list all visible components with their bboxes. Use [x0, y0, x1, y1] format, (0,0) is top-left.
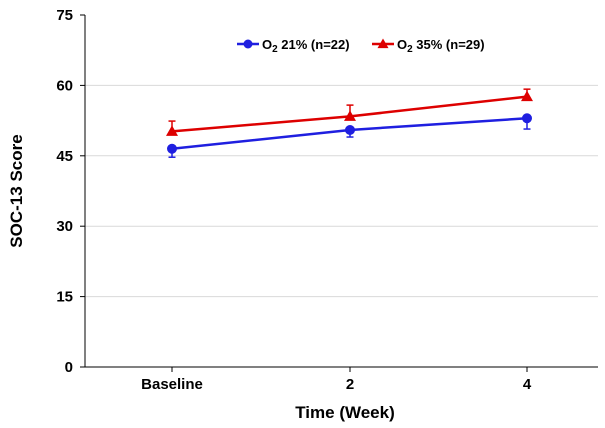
legend-label-main: O: [262, 37, 272, 52]
y-tick-label: 30: [56, 218, 73, 235]
x-axis-title: Time (Week): [295, 403, 395, 422]
legend: O2 21% (n=22) O2 35% (n=29): [237, 37, 485, 55]
legend-label-subscript: 2: [272, 44, 278, 55]
x-tick-label: 2: [346, 376, 354, 393]
data-point: [521, 90, 533, 102]
data-point: [167, 143, 177, 154]
y-tick-label: 75: [56, 7, 73, 24]
legend-label-subscript: 2: [407, 44, 413, 55]
legend-label-rest: 21% (n=22): [278, 37, 350, 52]
legend-item-2: O2 35% (n=29): [372, 37, 485, 55]
y-tick-label: 0: [65, 359, 73, 376]
legend-marker: [377, 38, 389, 49]
x-tick-labels: Baseline 2 4: [141, 367, 532, 393]
x-tick-label: Baseline: [141, 376, 203, 393]
data-point: [522, 113, 532, 124]
y-tick-label: 15: [56, 289, 73, 306]
legend-marker: [243, 39, 253, 49]
legend-label: O2 35% (n=29): [397, 37, 485, 55]
y-axis-title: SOC-13 Score: [7, 134, 26, 247]
legend-label-main: O: [397, 37, 407, 52]
series-layer: [166, 88, 533, 158]
legend-item-1: O2 21% (n=22): [237, 37, 350, 55]
y-tick-label: 45: [56, 148, 73, 165]
series-2: [166, 88, 533, 136]
gridlines: [85, 84, 598, 298]
axes: [84, 15, 598, 368]
x-tick-label: 4: [523, 376, 532, 393]
data-point: [345, 124, 355, 135]
legend-label-rest: 35% (n=29): [413, 37, 485, 52]
series-1: [167, 113, 532, 158]
y-tick-labels: 0 15 30 45 60 75: [56, 7, 85, 376]
y-tick-label: 60: [56, 77, 73, 94]
data-point: [344, 110, 356, 121]
legend-label: O2 21% (n=22): [262, 37, 350, 55]
data-point: [166, 125, 178, 136]
